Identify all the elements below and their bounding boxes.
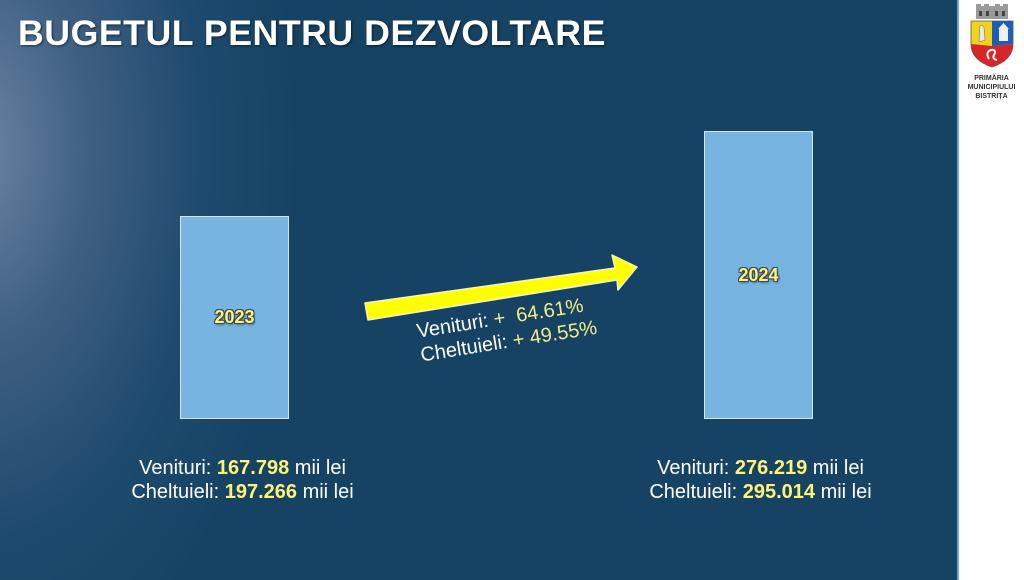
cheltuieli-label: Cheltuieli:: [131, 481, 220, 503]
arrow-right-icon: [360, 250, 645, 325]
bar-2024: 2024: [704, 131, 813, 419]
venituri-value: 167.798: [216, 457, 290, 479]
bar-label-2023: 2023: [214, 307, 255, 327]
venituri-2024-line: Venituri: 276.219 mii lei: [628, 456, 893, 480]
venituri-value: 276.219: [734, 457, 808, 479]
bar-2023: 2023: [180, 216, 289, 419]
cheltuieli-value: 295.014: [742, 481, 815, 503]
branding-line-2: MUNICIPIULUI: [967, 84, 1016, 91]
cheltuieli-value: 197.266: [224, 481, 297, 503]
branding-line-1: PRIMĂRIA: [974, 75, 1009, 82]
slide-divider: [957, 0, 959, 580]
cheltuieli-2023-line: Cheltuieli: 197.266 mii lei: [110, 480, 375, 504]
coat-of-arms-icon: [967, 4, 1017, 68]
unit-label: mii lei: [820, 481, 872, 503]
cheltuieli-2024-line: Cheltuieli: 295.014 mii lei: [628, 480, 893, 504]
branding-line-3: BISTRIȚA: [975, 93, 1008, 100]
stats-2023: Venituri: 167.798 mii lei Cheltuieli: 19…: [110, 456, 375, 504]
venituri-label: Venituri:: [139, 457, 212, 479]
venituri-label: Venituri:: [657, 457, 730, 479]
branding-text: PRIMĂRIA MUNICIPIULUI BISTRIȚA: [959, 74, 1024, 101]
branding-sidebar: [959, 0, 1024, 580]
venituri-2023-line: Venituri: 167.798 mii lei: [110, 456, 375, 480]
unit-label: mii lei: [812, 457, 864, 479]
unit-label: mii lei: [294, 457, 346, 479]
cheltuieli-label: Cheltuieli:: [649, 481, 738, 503]
unit-label: mii lei: [302, 481, 354, 503]
stats-2024: Venituri: 276.219 mii lei Cheltuieli: 29…: [628, 456, 893, 504]
bar-label-2024: 2024: [738, 264, 779, 285]
page-title: BUGETUL PENTRU DEZVOLTARE: [18, 14, 606, 53]
